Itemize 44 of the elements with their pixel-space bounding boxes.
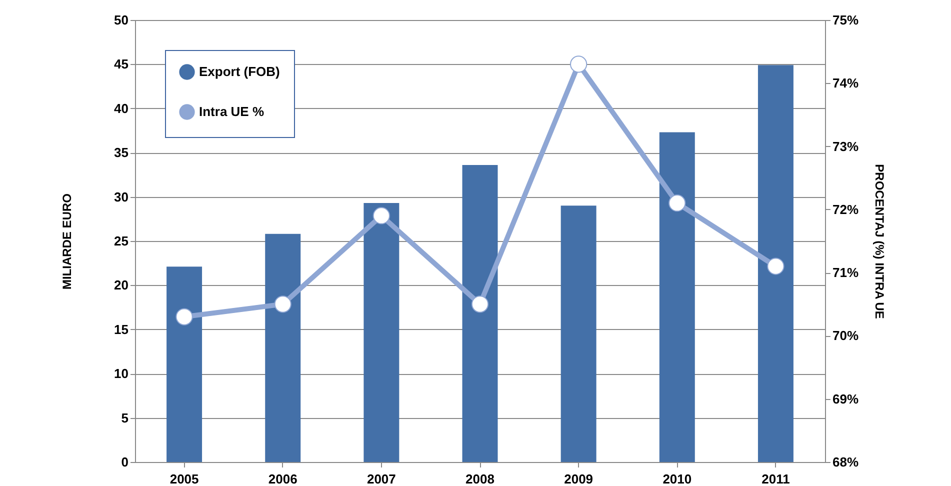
y-tick-label: 50	[114, 12, 128, 28]
y2-tick-label: 73%	[832, 138, 859, 154]
point	[471, 296, 489, 313]
point	[176, 308, 193, 326]
bar	[462, 164, 498, 462]
x-tick-label: 2011	[762, 472, 790, 486]
y-tick-label: 10	[114, 366, 128, 382]
point	[570, 56, 588, 73]
point	[767, 258, 784, 275]
y2-axis-title: PROCENTAJ (%) INTRA UE	[872, 164, 887, 319]
point	[668, 194, 686, 212]
x-tick-label: 2010	[662, 472, 692, 486]
bar	[265, 234, 301, 462]
y2-tick-label: 74%	[832, 76, 859, 91]
y-tick-label: 15	[114, 322, 128, 337]
x-tick-label: 2008	[466, 472, 494, 486]
x-tick-label: 2005	[170, 472, 199, 486]
y2-tick-label: 68%	[832, 454, 859, 470]
y-tick-label: 40	[114, 100, 128, 116]
y-tick-label: 45	[114, 56, 128, 72]
x-tick-label: 2006	[268, 472, 298, 486]
y2-tick-label: 75%	[832, 12, 859, 28]
legend-label: Intra UE %	[199, 104, 264, 119]
y2-tick-label: 69%	[832, 391, 859, 406]
legend-label: Export (FOB)	[199, 64, 280, 79]
point	[372, 207, 390, 224]
y-tick-label: 5	[121, 410, 128, 426]
y2-tick-label: 70%	[832, 328, 859, 344]
y2-tick-label: 71%	[832, 265, 859, 280]
y-tick-label: 20	[114, 278, 128, 293]
x-tick-label: 2007	[366, 472, 396, 486]
y-tick-label: 25	[114, 234, 128, 248]
bar	[364, 202, 400, 462]
y-tick-label: 35	[114, 145, 128, 160]
bar	[758, 65, 794, 462]
y-tick-label: 0	[121, 454, 128, 470]
bar	[560, 206, 596, 462]
y-axis-title: MILIARDE EURO	[60, 194, 74, 290]
point	[274, 296, 292, 313]
bar	[166, 266, 202, 462]
y2-tick-label: 72%	[832, 202, 859, 217]
x-tick-label: 2009	[564, 472, 594, 486]
y-tick-label: 30	[114, 189, 128, 204]
bar	[659, 132, 695, 462]
